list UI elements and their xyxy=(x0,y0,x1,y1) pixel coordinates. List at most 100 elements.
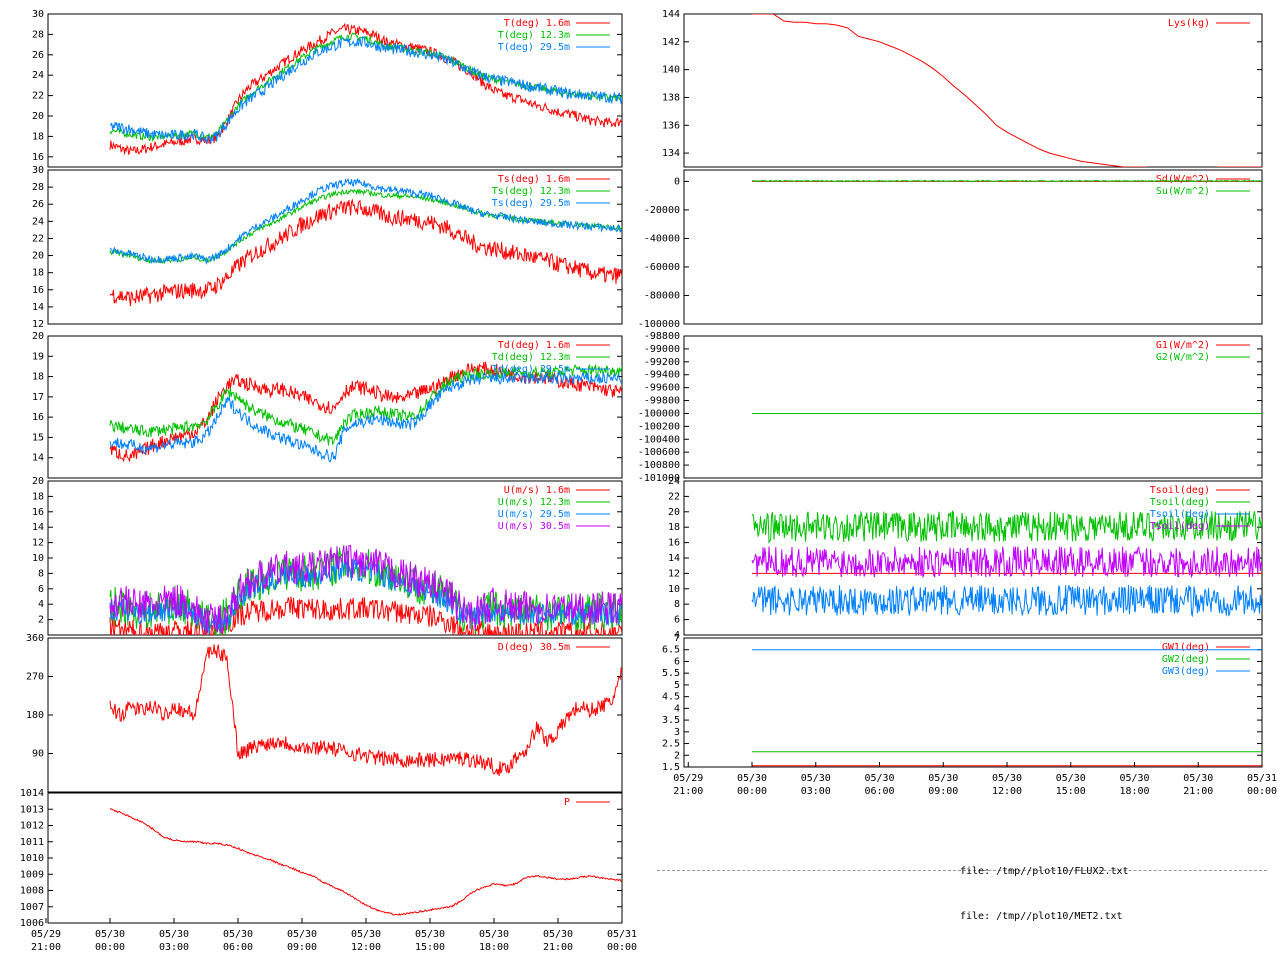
air-temperature-tick-label-1: 18 xyxy=(32,131,44,142)
wind-direction-tick-label-1: 180 xyxy=(26,710,44,721)
wind-speed-tick-label-7: 16 xyxy=(32,507,44,518)
solar-radiation-legend-label-1: Su(W/m^2) xyxy=(1156,186,1210,197)
left-time-hour-7: 18:00 xyxy=(479,942,509,953)
pressure-tick-label-4: 1010 xyxy=(20,853,44,864)
pressure-tick-label-8: 1014 xyxy=(20,788,44,799)
sonic-temperature-series-2 xyxy=(109,177,622,266)
soil-temperature-tick-label-9: 22 xyxy=(668,491,680,502)
solar-radiation-tick-label-3: -40000 xyxy=(644,233,680,244)
lysimeter-series-0 xyxy=(752,14,1262,167)
sonic-temperature-tick-label-1: 14 xyxy=(32,302,44,313)
wind-direction-tick-label-2: 270 xyxy=(26,672,44,683)
right-time-date-9: 05/31 xyxy=(1247,773,1277,784)
sonic-temperature-legend-label-1: Ts(deg) 12.3m xyxy=(492,186,570,197)
solar-radiation-series-1 xyxy=(751,179,1262,183)
pressure-tick-label-0: 1006 xyxy=(20,918,44,929)
left-time-hour-3: 06:00 xyxy=(223,942,253,953)
left-time-date-6: 05/30 xyxy=(415,929,445,940)
lysimeter-frame xyxy=(683,13,1263,168)
wind-speed-legend-label-1: U(m/s) 12.3m xyxy=(498,497,570,508)
ground-heat-flux-tick-label-10: -99000 xyxy=(644,344,680,355)
air-temperature-series-0 xyxy=(109,22,622,155)
ground-water-tick-label-7: 5 xyxy=(674,680,680,691)
wind-speed-tick-label-4: 10 xyxy=(32,553,44,564)
right-time-hour-6: 15:00 xyxy=(1056,786,1086,797)
left-time-hour-8: 21:00 xyxy=(543,942,573,953)
wind-speed-legend-label-0: U(m/s) 1.6m xyxy=(504,485,570,496)
sonic-temperature-legend-label-2: Ts(deg) 29.5m xyxy=(492,198,570,209)
pressure-tick-label-6: 1012 xyxy=(20,821,44,832)
left-time-date-1: 05/30 xyxy=(95,929,125,940)
wind-direction-tick-label-3: 360 xyxy=(26,633,44,644)
left-time-date-7: 05/30 xyxy=(479,929,509,940)
separator-line xyxy=(657,870,1267,871)
left-time-hour-4: 09:00 xyxy=(287,942,317,953)
wind-direction-frame xyxy=(47,637,623,793)
ground-water-legend-label-2: GW3(deg) xyxy=(1162,666,1210,677)
right-time-date-6: 05/30 xyxy=(1056,773,1086,784)
wind-speed-tick-label-2: 6 xyxy=(38,584,44,595)
dewpoint-tick-label-2: 16 xyxy=(32,412,44,423)
right-time-date-1: 05/30 xyxy=(737,773,767,784)
left-time-date-3: 05/30 xyxy=(223,929,253,940)
dewpoint-tick-label-0: 14 xyxy=(32,453,44,464)
soil-temperature-tick-label-10: 24 xyxy=(668,476,680,487)
wind-speed-tick-label-0: 2 xyxy=(38,615,44,626)
sonic-temperature-tick-label-0: 12 xyxy=(32,319,44,330)
air-temperature-tick-label-0: 16 xyxy=(32,152,44,163)
ground-water-tick-label-1: 2 xyxy=(674,750,680,761)
ground-heat-flux-tick-label-3: -100400 xyxy=(638,434,680,445)
right-time-hour-1: 00:00 xyxy=(737,786,767,797)
left-time-hour-1: 00:00 xyxy=(95,942,125,953)
solar-radiation-tick-label-2: -60000 xyxy=(644,262,680,273)
soil-temperature-legend-label-1: Tsoil(deg) xyxy=(1150,497,1210,508)
right-time-hour-5: 12:00 xyxy=(992,786,1022,797)
sonic-temperature-tick-label-8: 28 xyxy=(32,182,44,193)
wind-speed-legend-label-2: U(m/s) 29.5m xyxy=(498,509,570,520)
sonic-temperature-frame xyxy=(47,169,623,325)
soil-temperature-tick-label-7: 18 xyxy=(668,522,680,533)
ground-heat-flux-tick-label-1: -100800 xyxy=(638,460,680,471)
lysimeter-tick-label-5: 144 xyxy=(662,9,680,20)
left-time-date-0: 05/29 xyxy=(31,929,61,940)
ground-heat-flux-tick-label-11: -98800 xyxy=(644,331,680,342)
ground-water-tick-label-4: 3.5 xyxy=(662,715,680,726)
solar-radiation-frame xyxy=(683,169,1263,325)
soil-temperature-legend-label-3: Tsoil(deg) xyxy=(1150,521,1210,532)
soil-temperature-tick-label-6: 16 xyxy=(668,538,680,549)
lysimeter-tick-label-1: 136 xyxy=(662,120,680,131)
ground-heat-flux-tick-label-7: -99600 xyxy=(644,383,680,394)
left-time-date-8: 05/30 xyxy=(543,929,573,940)
sonic-temperature-tick-label-3: 18 xyxy=(32,268,44,279)
pressure-series-0 xyxy=(109,808,622,917)
soil-temperature-legend-label-2: Tsoil(deg) xyxy=(1150,509,1210,520)
soil-temperature-legend-label-0: Tsoil(deg) xyxy=(1150,485,1210,496)
soil-temperature-tick-label-3: 10 xyxy=(668,584,680,595)
ground-water-frame xyxy=(683,637,1263,768)
sonic-temperature-legend-label-0: Ts(deg) 1.6m xyxy=(498,174,570,185)
left-time-date-9: 05/31 xyxy=(607,929,637,940)
ground-water-tick-label-2: 2.5 xyxy=(662,739,680,750)
pressure-frame xyxy=(47,792,623,924)
wind-speed-tick-label-6: 14 xyxy=(32,522,44,533)
wind-speed-tick-label-5: 12 xyxy=(32,538,44,549)
right-time-date-5: 05/30 xyxy=(992,773,1022,784)
file-list: file: /tmp//plot10/FLUX2.txt file: /tmp/… xyxy=(960,834,1129,939)
wind-speed-series-0 xyxy=(109,596,622,635)
solar-radiation-tick-label-0: -100000 xyxy=(638,319,680,330)
wind-speed-tick-label-3: 8 xyxy=(38,568,44,579)
sonic-temperature-tick-label-6: 24 xyxy=(32,216,44,227)
ground-water-legend-label-1: GW2(deg) xyxy=(1162,654,1210,665)
sonic-temperature-tick-label-9: 30 xyxy=(32,165,44,176)
wind-speed-tick-label-1: 4 xyxy=(38,599,44,610)
right-time-hour-4: 09:00 xyxy=(928,786,958,797)
dewpoint-tick-label-1: 15 xyxy=(32,432,44,443)
left-time-hour-0: 21:00 xyxy=(31,942,61,953)
sonic-temperature-series-0 xyxy=(109,198,622,307)
right-time-hour-7: 18:00 xyxy=(1119,786,1149,797)
ground-heat-flux-tick-label-8: -99400 xyxy=(644,370,680,381)
right-time-hour-0: 21:00 xyxy=(673,786,703,797)
dewpoint-tick-label-6: 20 xyxy=(32,331,44,342)
soil-temperature-tick-label-5: 14 xyxy=(668,553,680,564)
ground-heat-flux-frame xyxy=(683,335,1263,479)
